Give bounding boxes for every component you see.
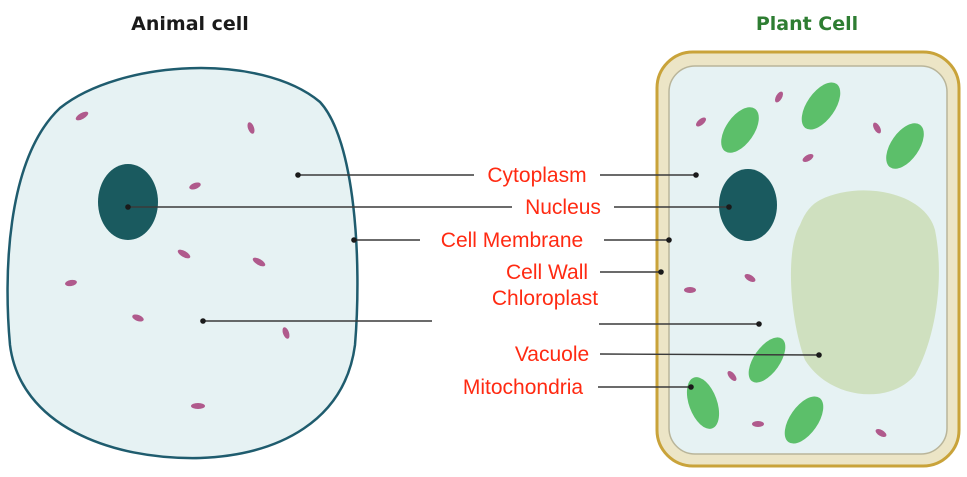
animal-mitochondrion [75, 111, 89, 121]
label-vacuole: Vacuole [515, 343, 589, 366]
chloroplast [748, 337, 786, 383]
mitochondria-dot [688, 384, 694, 390]
plant-mitochondrion [802, 154, 814, 162]
plant-vacuole [790, 190, 939, 395]
cell-wall-dot [658, 269, 664, 275]
label-nucleus: Nucleus [525, 196, 601, 219]
plant-mitochondria-group [684, 91, 887, 437]
animal-cell [6, 66, 359, 460]
animal-mitochondrion [252, 257, 266, 267]
label-cell-membrane: Cell Membrane [441, 229, 583, 252]
membrane-dot-plant [666, 237, 672, 243]
chloroplast [784, 396, 824, 444]
cytoplasm-dot-animal [295, 172, 301, 178]
chloroplast [686, 377, 720, 429]
plant-mitochondrion [744, 274, 756, 282]
animal-mitochondrion [189, 182, 201, 190]
animal-mitochondrion [65, 279, 77, 287]
plant-mitochondrion [875, 429, 887, 437]
plant-cell [655, 50, 961, 468]
animal-mitochondrion [247, 122, 255, 134]
plant-mitochondrion [727, 371, 737, 381]
chloroplast [801, 82, 841, 130]
animal-mitochondrion [282, 327, 290, 339]
label-cytoplasm: Cytoplasm [487, 164, 586, 187]
nucleus-dot-plant [726, 204, 732, 210]
vacuole-leader [599, 353, 820, 356]
plant-chloroplast-group [686, 82, 924, 444]
plant-mitochondrion [684, 287, 696, 293]
membrane-dot-animal [351, 237, 357, 243]
plant-mitochondrion [775, 91, 783, 103]
animal-mitochondrion [191, 403, 205, 409]
animal-nucleus [98, 164, 158, 240]
chloroplast-dot-animal [200, 318, 206, 324]
label-mitochondria: Mitochondria [463, 376, 584, 399]
nucleus-dot-animal [125, 204, 131, 210]
chloroplast [721, 107, 759, 153]
animal-mitochondrion [132, 314, 144, 322]
label-cell-wall: Cell Wall [506, 261, 588, 284]
label-chloroplast: Chloroplast [492, 287, 598, 310]
chloroplast-dot-plant [756, 321, 762, 327]
leader-lines [128, 174, 820, 388]
plant-mitochondrion [696, 117, 706, 127]
plant-nucleus [719, 169, 777, 241]
plant-cell-title: Plant Cell [756, 13, 858, 35]
animal-cell-title: Animal cell [131, 13, 249, 35]
chloroplast [886, 123, 924, 169]
leader-dots [125, 172, 822, 390]
plant-mitochondrion [873, 122, 881, 134]
animal-mitochondria-group [65, 111, 290, 409]
vacuole-dot [816, 352, 822, 358]
cytoplasm-dot-plant [693, 172, 699, 178]
plant-mitochondrion [752, 421, 764, 427]
animal-cell-membrane [6, 66, 359, 460]
animal-mitochondrion [177, 249, 191, 259]
